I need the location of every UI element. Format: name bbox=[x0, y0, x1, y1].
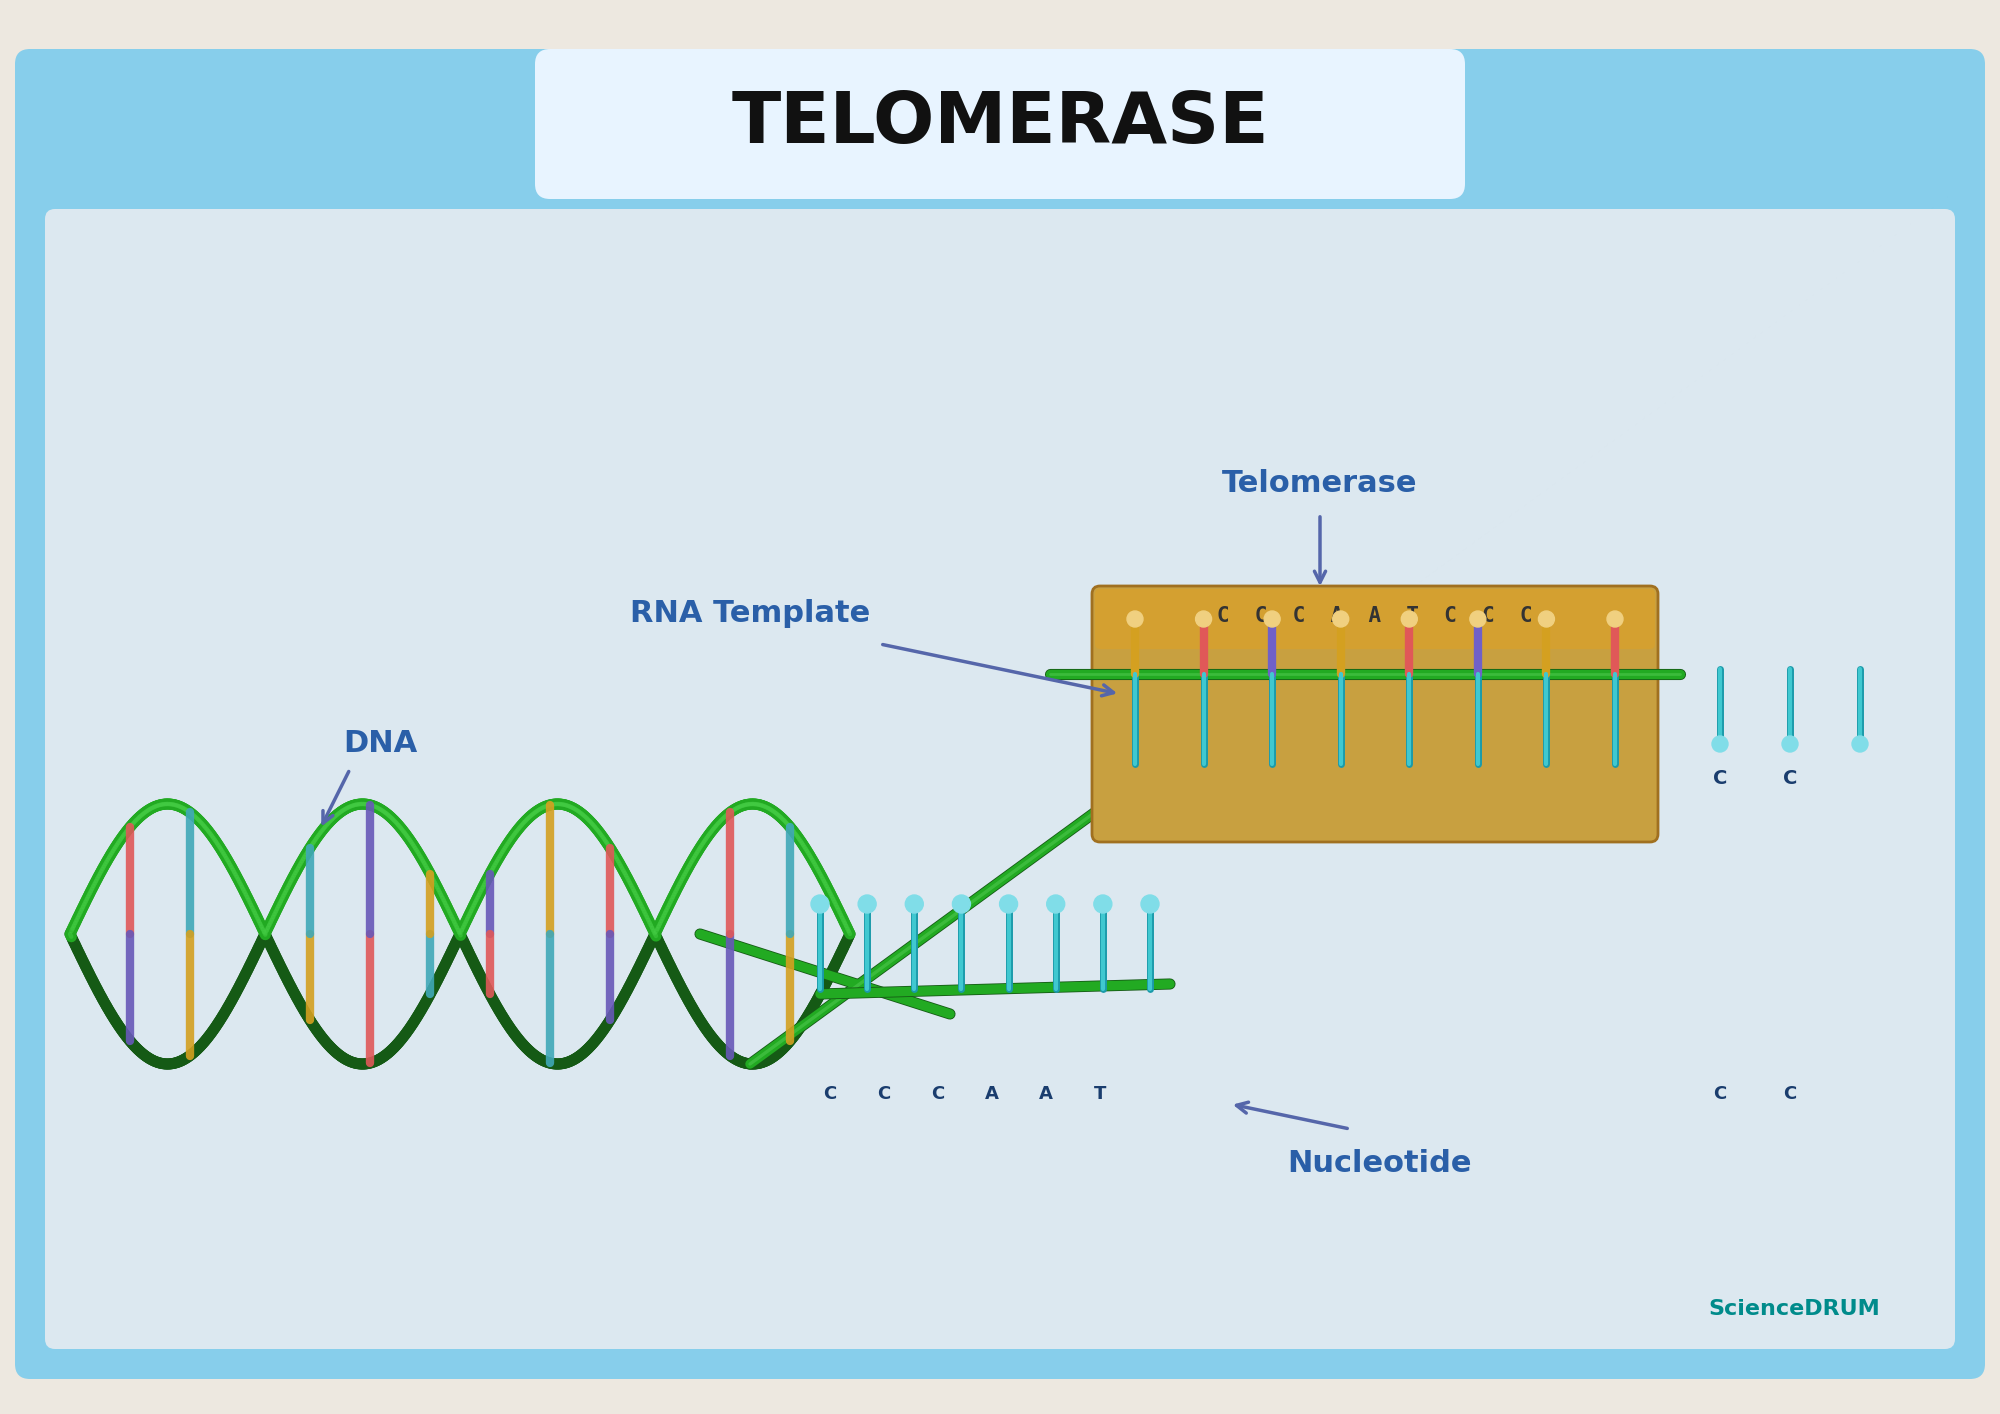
Circle shape bbox=[1852, 737, 1868, 752]
Text: TELOMERASE: TELOMERASE bbox=[732, 89, 1268, 158]
Circle shape bbox=[1000, 895, 1018, 913]
Circle shape bbox=[1782, 737, 1798, 752]
Text: ScienceDRUM: ScienceDRUM bbox=[1708, 1299, 1880, 1319]
FancyBboxPatch shape bbox=[1092, 585, 1658, 841]
Text: C: C bbox=[1712, 769, 1728, 789]
Text: C: C bbox=[824, 1085, 836, 1103]
FancyBboxPatch shape bbox=[16, 49, 1984, 1379]
Text: DNA: DNA bbox=[342, 730, 418, 758]
Circle shape bbox=[1046, 895, 1064, 913]
Text: C: C bbox=[1782, 769, 1798, 789]
FancyBboxPatch shape bbox=[46, 209, 1954, 1349]
Circle shape bbox=[1264, 611, 1280, 626]
Text: C: C bbox=[932, 1085, 944, 1103]
Text: C: C bbox=[878, 1085, 890, 1103]
Circle shape bbox=[1140, 895, 1160, 913]
Circle shape bbox=[812, 895, 828, 913]
Circle shape bbox=[1128, 611, 1144, 626]
FancyBboxPatch shape bbox=[536, 49, 1464, 199]
Circle shape bbox=[906, 895, 924, 913]
Circle shape bbox=[1196, 611, 1212, 626]
Circle shape bbox=[1538, 611, 1554, 626]
Text: T: T bbox=[1094, 1085, 1106, 1103]
Circle shape bbox=[1094, 895, 1112, 913]
Text: Telomerase: Telomerase bbox=[1222, 469, 1418, 499]
Circle shape bbox=[1606, 611, 1622, 626]
Text: C: C bbox=[1784, 1085, 1796, 1103]
Text: C  C  C  A  A  T  C  C  C: C C C A A T C C C bbox=[1218, 607, 1532, 626]
Circle shape bbox=[1402, 611, 1418, 626]
Circle shape bbox=[952, 895, 970, 913]
Text: A: A bbox=[986, 1085, 998, 1103]
Text: A: A bbox=[1040, 1085, 1052, 1103]
Circle shape bbox=[1712, 737, 1728, 752]
Text: Nucleotide: Nucleotide bbox=[1288, 1150, 1472, 1178]
FancyBboxPatch shape bbox=[1096, 590, 1654, 649]
Circle shape bbox=[1470, 611, 1486, 626]
Circle shape bbox=[858, 895, 876, 913]
Circle shape bbox=[1332, 611, 1348, 626]
Text: RNA Template: RNA Template bbox=[630, 600, 870, 628]
Text: C: C bbox=[1714, 1085, 1726, 1103]
